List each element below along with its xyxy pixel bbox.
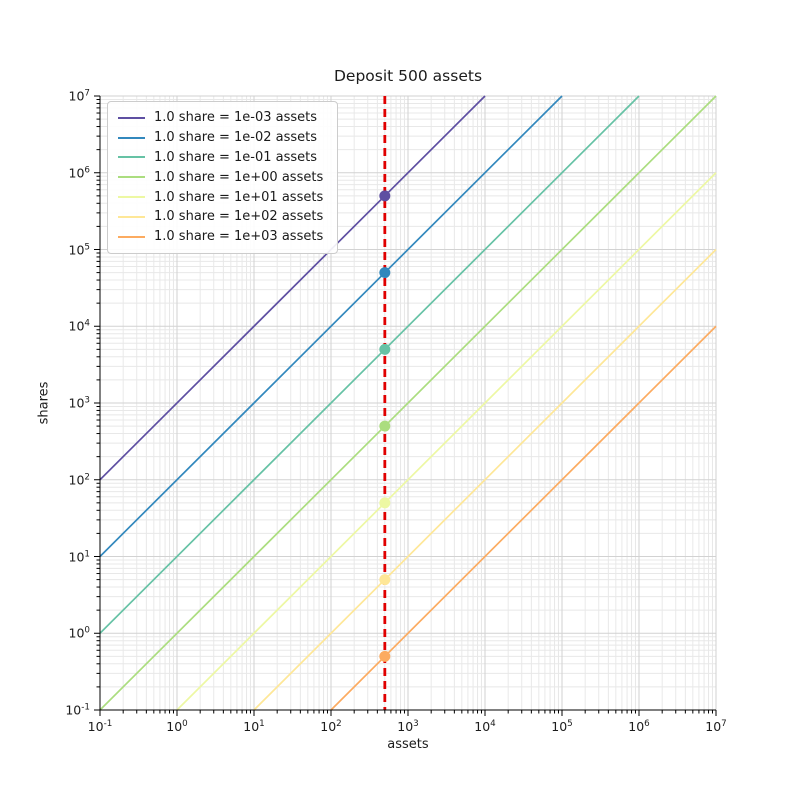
y-tick-label: 104 — [68, 318, 90, 334]
deposit-marker — [379, 190, 391, 202]
y-tick-label: 105 — [68, 241, 90, 258]
legend-item: 1.0 share = 1e-02 assets — [116, 128, 329, 148]
x-tick-label: 10-1 — [87, 719, 113, 735]
x-tick-label: 105 — [551, 719, 573, 735]
series-line — [330, 325, 717, 711]
legend-label: 1.0 share = 1e+00 assets — [154, 169, 324, 185]
legend-line-swatch — [118, 156, 145, 159]
deposit-marker — [379, 574, 391, 586]
legend-item: 1.0 share = 1e+03 assets — [116, 227, 329, 247]
x-tick-label: 106 — [628, 719, 650, 735]
deposit-marker — [379, 497, 391, 509]
y-tick-label: 103 — [68, 395, 90, 411]
legend-label: 1.0 share = 1e-03 assets — [154, 110, 318, 126]
y-tick-label: 106 — [68, 165, 90, 181]
series-line — [253, 248, 717, 711]
x-axis-label: assets — [387, 737, 429, 752]
legend-item: 1.0 share = 1e-03 assets — [116, 108, 329, 128]
chart-title: Deposit 500 assets — [333, 67, 483, 85]
y-axis-label: shares — [36, 381, 52, 425]
y-tick-label: 102 — [68, 472, 90, 488]
y-tick-label: 10-1 — [65, 702, 90, 718]
x-tick-label: 100 — [166, 719, 188, 735]
deposit-marker — [379, 650, 391, 662]
series-line — [99, 95, 486, 481]
legend-line-swatch — [118, 196, 145, 199]
legend-line-swatch — [118, 176, 145, 179]
y-tick-label: 101 — [68, 548, 90, 565]
legend-label: 1.0 share = 1e-02 assets — [154, 130, 318, 146]
legend-label: 1.0 share = 1e+01 assets — [154, 189, 324, 205]
x-tick-label: 101 — [243, 719, 265, 735]
deposit-marker — [379, 420, 391, 432]
legend-line-swatch — [118, 215, 145, 218]
series-line — [99, 95, 717, 711]
legend-label: 1.0 share = 1e-01 assets — [154, 149, 318, 165]
series-line — [99, 95, 563, 558]
x-tick-label: 103 — [397, 719, 419, 735]
y-tick-label: 100 — [68, 625, 90, 641]
legend-item: 1.0 share = 1e+00 assets — [116, 167, 329, 187]
deposit-marker — [379, 343, 391, 355]
legend-item: 1.0 share = 1e-01 assets — [116, 148, 329, 168]
legend: 1.0 share = 1e-03 assets 1.0 share = 1e-0… — [107, 101, 338, 254]
legend-label: 1.0 share = 1e+03 assets — [154, 229, 324, 245]
x-tick-label: 102 — [320, 719, 342, 735]
deposit-marker — [379, 267, 391, 279]
deposit-markers — [379, 190, 391, 662]
series-line — [99, 95, 640, 634]
y-tick-label: 107 — [68, 88, 90, 104]
legend-line-swatch — [118, 235, 145, 238]
legend-item: 1.0 share = 1e+01 assets — [116, 187, 329, 207]
legend-line-swatch — [118, 116, 145, 119]
series-line — [176, 172, 717, 711]
axis-ticks — [94, 95, 717, 716]
series-lines — [99, 95, 717, 711]
x-tick-label: 104 — [474, 719, 496, 735]
x-tick-label: 107 — [705, 719, 727, 735]
legend-label: 1.0 share = 1e+02 assets — [154, 209, 324, 225]
legend-line-swatch — [118, 136, 145, 139]
legend-item: 1.0 share = 1e+02 assets — [116, 207, 329, 227]
